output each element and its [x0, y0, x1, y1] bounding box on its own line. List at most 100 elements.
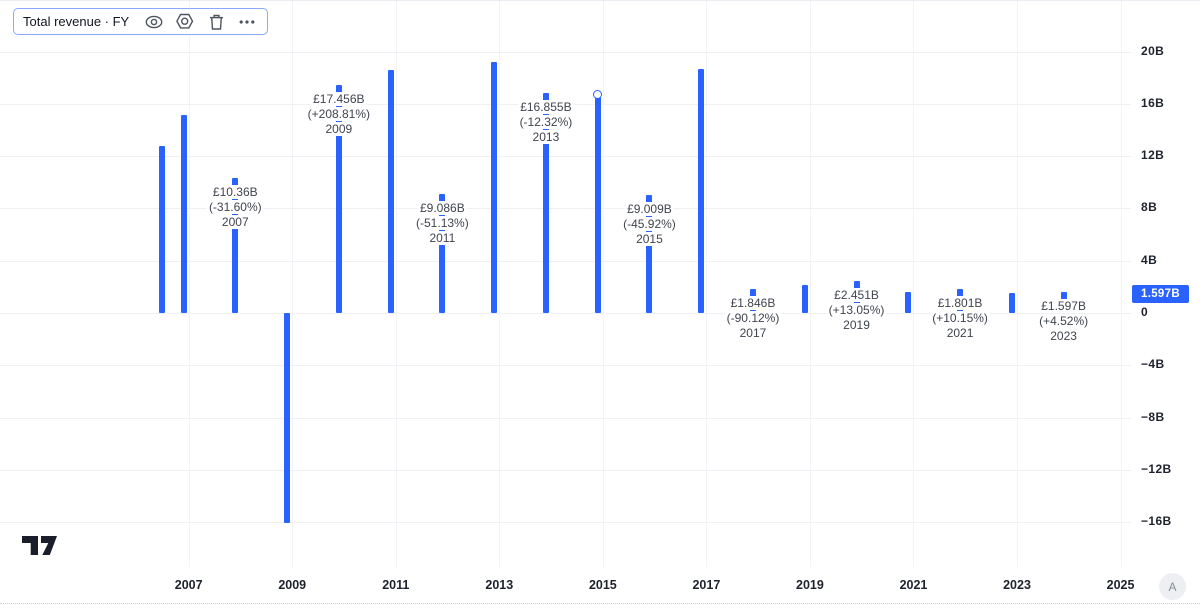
revenue-bar-fy2015[interactable]	[646, 195, 653, 313]
annotation-year: 2015	[634, 232, 665, 247]
price-tick-16B: 16B	[1141, 95, 1165, 110]
time-tick-2015: 2015	[588, 578, 617, 592]
time-tick-2009: 2009	[278, 578, 307, 592]
h-gridline	[0, 51, 1131, 53]
bar-annotation-fy2007: £10.36B (-31.60%) 2007	[206, 184, 264, 230]
annotation-value: £9.009B	[625, 202, 674, 217]
eye-icon[interactable]	[145, 13, 163, 31]
h-gridline	[0, 156, 1131, 158]
revenue-bar-fy2014[interactable]	[594, 95, 601, 313]
annotation-value: £16.855B	[518, 99, 574, 114]
more-options-icon[interactable]	[238, 13, 256, 31]
tradingview-logo[interactable]	[22, 536, 58, 560]
revenue-bar-fy2022[interactable]	[1008, 293, 1015, 313]
revenue-bar-fy2005[interactable]	[158, 145, 165, 313]
time-tick-2025: 2025	[1106, 578, 1135, 592]
revenue-bar-fy2006[interactable]	[180, 114, 187, 313]
v-gridline	[292, 1, 294, 567]
bar-annotation-fy2009: £17.456B (+208.81%) 2009	[305, 91, 373, 137]
revenue-bar-fy2007[interactable]	[232, 177, 239, 313]
time-tick-2011: 2011	[382, 578, 410, 592]
v-gridline	[913, 1, 915, 567]
annotation-change-pct: (-51.13%)	[414, 216, 471, 231]
last-value-badge: 1.597B	[1132, 285, 1189, 304]
axis-bottom-divider	[0, 603, 1200, 604]
series-legend-title[interactable]: Total revenue · FY	[23, 14, 130, 29]
revenue-bar-fy2009[interactable]	[335, 84, 342, 313]
v-gridline	[809, 1, 811, 567]
annotation-value: £1.597B	[1039, 299, 1088, 314]
font-size-button[interactable]: A	[1159, 573, 1186, 600]
annotation-year: 2007	[219, 214, 251, 229]
price-tick-12B: 12B	[1141, 148, 1165, 163]
revenue-bar-fy2013[interactable]	[542, 92, 549, 313]
annotation-change-pct: (-45.92%)	[621, 217, 678, 232]
v-gridline	[1120, 1, 1122, 567]
price-tick-−4B: −4B	[1141, 357, 1165, 372]
h-gridline	[0, 365, 1131, 367]
annotation-year: 2017	[737, 325, 769, 340]
h-gridline	[0, 469, 1131, 471]
v-gridline	[706, 1, 708, 567]
annotation-value: £10.36B	[210, 184, 260, 199]
trash-icon[interactable]	[207, 13, 225, 31]
time-tick-2023: 2023	[1003, 578, 1031, 592]
price-tick-0: 0	[1141, 305, 1149, 319]
annotation-value: £2.451B	[832, 287, 881, 302]
bar-annotation-fy2013: £16.855B (-12.32%) 2013	[517, 99, 575, 145]
annotation-change-pct: (-31.60%)	[206, 199, 264, 214]
h-gridline	[0, 522, 1131, 524]
annotation-change-pct: (+10.15%)	[930, 311, 990, 326]
price-tick-−16B: −16B	[1141, 514, 1172, 529]
price-axis[interactable]: 1.597B 20B 16B 12B 8B 4B 0 −4B −8B −12B −16B	[1131, 1, 1200, 603]
series-legend[interactable]: Total revenue · FY	[13, 8, 269, 35]
annotation-year: 2021	[944, 326, 976, 341]
v-gridline	[499, 1, 501, 567]
bar-annotation-fy2023: £1.597B (+4.52%) 2023	[1037, 299, 1091, 344]
h-gridline	[0, 260, 1131, 262]
bar-annotation-fy2017: £1.846B (-90.12%) 2017	[724, 295, 782, 341]
v-gridline	[602, 1, 604, 567]
v-gridline	[395, 1, 397, 567]
price-tick-4B: 4B	[1141, 252, 1158, 267]
annotation-change-pct: (+13.05%)	[826, 302, 887, 317]
revenue-bar-fy2018[interactable]	[801, 284, 808, 313]
annotation-change-pct: (+208.81%)	[305, 106, 373, 121]
h-gridline	[0, 208, 1131, 210]
annotation-value: £9.086B	[418, 201, 467, 216]
bar-annotation-fy2019: £2.451B (+13.05%) 2019	[826, 287, 887, 333]
revenue-bar-fy2011[interactable]	[439, 194, 446, 313]
plot-area[interactable]: £10.36B (-31.60%) 2007 £17.456B (+208.81%) 20…	[0, 1, 1131, 567]
time-tick-2013: 2013	[485, 578, 514, 592]
annotation-year: 2013	[530, 129, 562, 144]
bar-annotation-fy2015: £9.009B (-45.92%) 2015	[621, 202, 678, 247]
time-tick-2019: 2019	[796, 578, 824, 592]
annotation-year: 2019	[841, 317, 872, 332]
data-point-marker-fy2014[interactable]	[592, 90, 602, 100]
bar-annotation-fy2021: £1.801B (+10.15%) 2021	[930, 296, 990, 341]
h-gridline	[0, 313, 1131, 314]
annotation-change-pct: (-12.32%)	[517, 114, 575, 129]
revenue-bar-fy2010[interactable]	[387, 69, 394, 313]
revenue-bar-fy2012[interactable]	[491, 61, 498, 313]
time-tick-2021: 2021	[899, 578, 928, 592]
revenue-bar-fy2020[interactable]	[905, 291, 912, 313]
annotation-year: 2009	[323, 121, 355, 136]
annotation-change-pct: (+4.52%)	[1037, 314, 1091, 329]
time-axis[interactable]: 2007 2009 2011 2013 2015 2017 2019 2021 2023 2025	[0, 567, 1135, 603]
v-gridline	[188, 1, 190, 567]
annotation-year: 2023	[1048, 329, 1079, 344]
annotation-value: £17.456B	[311, 91, 367, 106]
annotation-value: £1.846B	[728, 295, 778, 310]
price-tick-−12B: −12B	[1141, 461, 1172, 476]
settings-icon[interactable]	[176, 13, 194, 31]
v-gridline	[1017, 1, 1019, 567]
time-tick-2017: 2017	[692, 578, 721, 592]
time-tick-2007: 2007	[174, 578, 203, 592]
revenue-bar-fy2016[interactable]	[698, 68, 705, 313]
price-tick-20B: 20B	[1141, 43, 1165, 58]
h-gridline	[0, 417, 1131, 419]
price-tick-−8B: −8B	[1141, 409, 1165, 424]
revenue-bar-fy2008[interactable]	[284, 313, 291, 523]
